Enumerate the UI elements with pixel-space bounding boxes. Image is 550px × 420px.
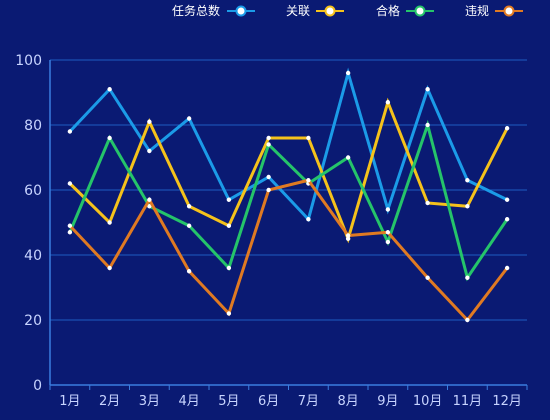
data-point[interactable] — [504, 265, 510, 271]
data-point[interactable] — [345, 233, 351, 238]
y-tick-label: 100 — [15, 53, 42, 69]
data-point[interactable] — [465, 204, 470, 209]
data-point[interactable] — [345, 155, 351, 160]
data-point[interactable] — [67, 181, 73, 186]
x-tick-label: 11月 — [453, 394, 483, 409]
legend-marker-icon — [324, 5, 336, 17]
data-point[interactable] — [266, 174, 271, 180]
grid-layer — [50, 59, 527, 321]
legend-item[interactable]: 违规 — [465, 3, 523, 18]
data-point[interactable] — [67, 230, 73, 235]
legend-label: 任务总数 — [172, 3, 220, 18]
x-tick-label: 6月 — [258, 394, 279, 409]
legend[interactable]: 任务总数 关联 合格 违规 — [172, 3, 523, 18]
x-tick-label: 9月 — [377, 394, 398, 409]
data-point[interactable] — [226, 223, 232, 228]
data-point[interactable] — [147, 204, 152, 209]
data-point[interactable] — [504, 126, 510, 131]
data-point[interactable] — [226, 311, 232, 316]
data-point[interactable] — [67, 223, 73, 228]
data-point[interactable] — [385, 239, 391, 245]
legend-label: 合格 — [376, 3, 400, 18]
data-point[interactable] — [425, 122, 430, 128]
data-point[interactable] — [186, 269, 192, 274]
data-point[interactable] — [425, 275, 430, 280]
data-point[interactable] — [147, 197, 152, 202]
data-point[interactable] — [147, 119, 152, 124]
data-point[interactable] — [107, 87, 112, 92]
x-tick-label: 8月 — [337, 394, 358, 409]
data-point[interactable] — [147, 148, 152, 154]
data-point[interactable] — [226, 197, 232, 202]
data-point[interactable] — [385, 207, 391, 212]
data-point[interactable] — [186, 204, 192, 209]
series-line — [68, 119, 509, 282]
data-point[interactable] — [67, 129, 73, 134]
data-point[interactable] — [504, 217, 510, 222]
data-point[interactable] — [107, 265, 112, 271]
data-point[interactable] — [504, 197, 510, 202]
data-point[interactable] — [107, 220, 112, 225]
axis-layer: 0 20 40 60 80 100 1月 2月 3月 4月 5月 6月 7月 8月 9月 10月 11月 12月 — [15, 53, 528, 409]
data-point[interactable] — [186, 223, 192, 228]
data-point[interactable] — [306, 178, 311, 183]
y-tick-label: 80 — [24, 118, 42, 134]
series-layer — [67, 67, 510, 323]
data-point[interactable] — [306, 217, 311, 222]
x-tick-label: 10月 — [413, 394, 443, 409]
x-tick-label: 12月 — [492, 394, 522, 409]
legend-item[interactable]: 任务总数 — [172, 3, 255, 18]
data-point[interactable] — [345, 236, 351, 241]
legend-item[interactable]: 关联 — [286, 4, 344, 18]
series-line — [68, 67, 508, 223]
data-point[interactable] — [107, 135, 112, 141]
x-tick-label: 2月 — [99, 394, 120, 409]
data-point[interactable] — [425, 87, 430, 92]
x-tick-label: 1月 — [59, 394, 80, 409]
series-line — [68, 97, 509, 244]
x-tick-label: 4月 — [178, 394, 199, 409]
series-3 — [67, 178, 510, 323]
series-2 — [67, 119, 510, 282]
legend-label: 违规 — [465, 3, 489, 18]
data-point[interactable] — [266, 187, 271, 193]
data-point[interactable] — [465, 178, 470, 183]
data-point[interactable] — [385, 100, 391, 105]
legend-marker-icon — [503, 5, 515, 17]
data-point[interactable] — [385, 230, 391, 235]
data-point[interactable] — [465, 317, 470, 323]
series-line — [68, 178, 509, 323]
x-tick-label: 7月 — [298, 394, 319, 409]
legend-item[interactable]: 合格 — [376, 3, 434, 18]
y-tick-label: 60 — [24, 183, 42, 199]
data-point[interactable] — [345, 70, 351, 76]
data-point[interactable] — [266, 135, 271, 141]
data-point[interactable] — [226, 265, 232, 271]
y-tick-label: 40 — [24, 248, 42, 264]
x-tick-label: 3月 — [139, 394, 160, 409]
data-point[interactable] — [465, 275, 470, 280]
x-tick-label: 5月 — [218, 394, 239, 409]
y-tick-label: 0 — [33, 378, 42, 394]
series-1 — [67, 97, 510, 244]
legend-marker-icon — [414, 5, 426, 17]
data-point[interactable] — [186, 116, 192, 121]
series-0 — [67, 67, 510, 223]
data-point[interactable] — [266, 142, 271, 147]
legend-marker-icon — [235, 5, 247, 17]
data-point[interactable] — [425, 200, 430, 206]
y-tick-label: 20 — [24, 313, 42, 329]
data-point[interactable] — [306, 135, 311, 141]
legend-label: 关联 — [286, 4, 310, 18]
